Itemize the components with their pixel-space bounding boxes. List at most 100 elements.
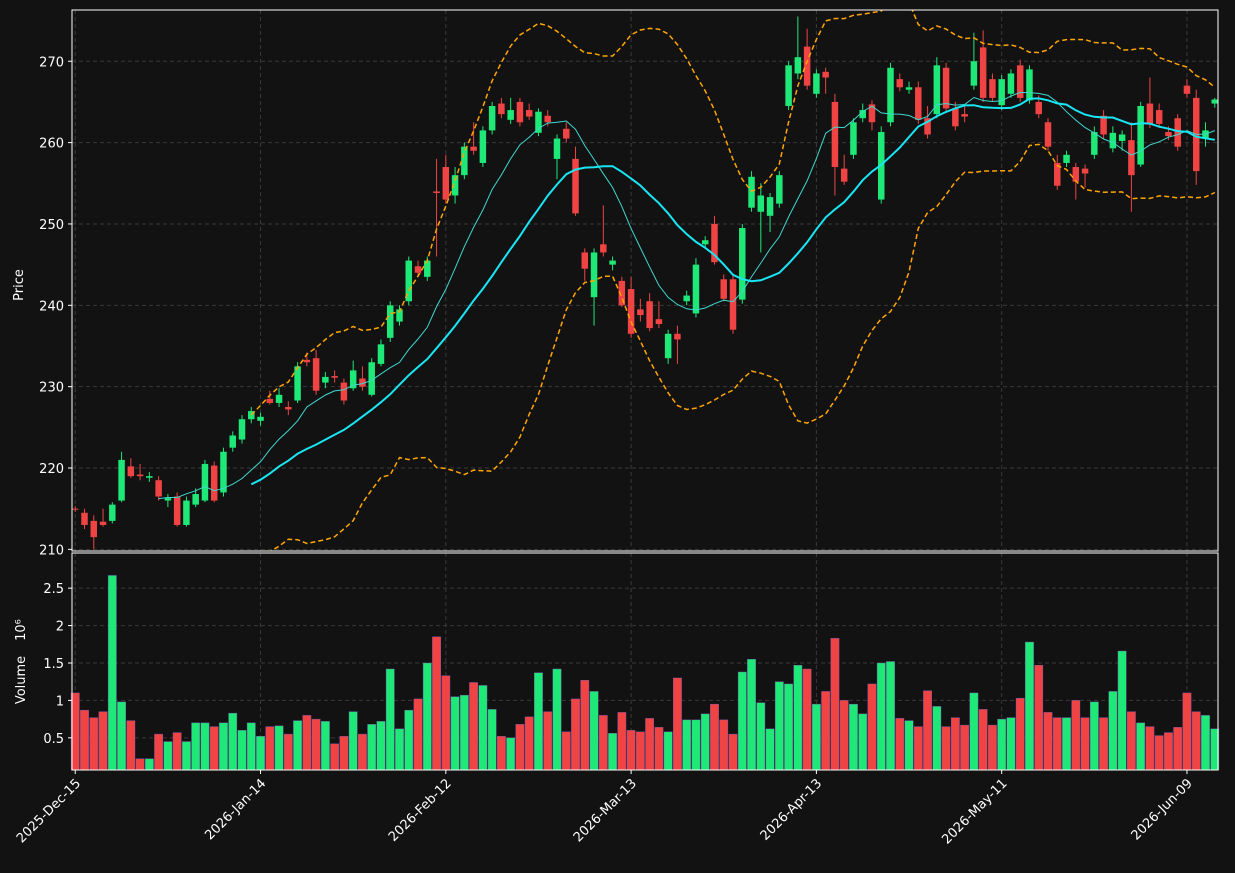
candle-body — [581, 252, 589, 269]
volume-bar — [265, 726, 275, 771]
candle-body — [127, 466, 135, 477]
candle-body — [461, 146, 468, 176]
candle-body — [303, 359, 311, 363]
candle-body — [776, 175, 783, 204]
y-tick-label: 1.5 — [43, 657, 64, 672]
volume-bar — [1043, 712, 1053, 771]
candle-body — [164, 498, 172, 501]
volume-offset: 10⁶ — [14, 619, 29, 641]
volume-bar — [626, 730, 636, 771]
moving-average — [250, 97, 1215, 486]
volume-bar — [228, 712, 238, 771]
volume-bar — [904, 720, 914, 771]
candle-body — [99, 521, 107, 525]
candle-body — [109, 504, 116, 521]
volume-bar — [589, 691, 599, 771]
candle-body — [664, 333, 672, 359]
candle-body — [600, 244, 607, 253]
y-tick-label: 230 — [39, 381, 64, 396]
candle-body — [331, 376, 338, 378]
volume-bar — [376, 721, 386, 771]
volume-bar — [311, 718, 321, 771]
volume-bar — [561, 731, 571, 771]
candle-body — [896, 79, 904, 88]
volume-bar — [747, 659, 756, 771]
candle-body — [377, 344, 385, 364]
volume-bar — [1062, 717, 1071, 771]
volume-bar — [784, 683, 793, 771]
volume-bar — [80, 709, 89, 771]
candle-body — [590, 252, 598, 298]
volume-bar — [700, 713, 710, 771]
volume-bar — [1080, 717, 1090, 771]
volume-bar — [663, 731, 673, 771]
volume-bar — [191, 722, 201, 771]
candle-body — [479, 130, 487, 163]
candle-body — [322, 376, 329, 383]
volume-bar — [450, 696, 460, 771]
volume-bar — [321, 721, 330, 771]
volume-bar — [209, 726, 219, 771]
candle-body — [609, 260, 616, 265]
volume-bar — [478, 685, 488, 771]
volume-bar — [543, 711, 553, 771]
y-tick-label: 2.5 — [43, 582, 64, 597]
y-tick-label: 250 — [39, 218, 64, 233]
candle-body — [553, 138, 561, 159]
volume-bar — [163, 741, 173, 771]
candle-body — [757, 195, 765, 212]
price-frame — [71, 9, 1219, 552]
volume-bar — [404, 709, 414, 771]
candle-body — [368, 362, 375, 395]
candle-body — [1063, 154, 1070, 163]
volume-bar — [1145, 726, 1155, 771]
volume-bar — [1154, 735, 1164, 771]
candle-body — [794, 57, 802, 74]
volume-bar — [422, 662, 432, 771]
candle-body — [683, 295, 690, 302]
volume-bar — [821, 691, 831, 771]
volume-bar — [182, 741, 191, 771]
candle-body — [803, 46, 811, 86]
volume-bar — [469, 682, 478, 771]
volume-bar — [348, 711, 358, 771]
volume-bar — [728, 733, 738, 771]
candle-body — [831, 101, 839, 168]
volume-bar — [867, 683, 877, 771]
volume-bar — [950, 717, 960, 771]
candle-body — [340, 382, 348, 401]
candle-body — [424, 260, 431, 277]
candle-body — [1174, 118, 1181, 147]
volume-bar — [330, 743, 340, 771]
volume-bar — [339, 736, 349, 771]
volume-bar — [802, 668, 812, 771]
grid — [72, 10, 1218, 770]
candle-body — [1072, 167, 1080, 182]
volume-bar — [432, 636, 441, 771]
volume-bar — [1071, 700, 1081, 771]
candle-body — [488, 105, 496, 131]
volume-bar — [876, 662, 886, 771]
volume-bar — [459, 694, 469, 771]
volume-bar — [635, 731, 645, 771]
candle-body — [887, 67, 894, 123]
volume-bar — [645, 718, 655, 771]
volume-bar — [941, 726, 951, 771]
volume-bar — [571, 698, 580, 771]
volume-bar — [617, 712, 627, 771]
volume-bar — [246, 722, 256, 771]
candle-body — [961, 114, 968, 117]
volume-bar — [756, 702, 766, 771]
volume-bar — [673, 677, 682, 771]
volume-frame — [71, 552, 1219, 771]
candle-body — [275, 394, 283, 403]
volume-bar — [923, 690, 932, 771]
volume-bar — [385, 668, 395, 771]
volume-bar — [886, 661, 895, 771]
bollinger-upper — [250, 10, 1216, 416]
volume-bar — [283, 733, 293, 771]
y-tick-label: 270 — [39, 55, 64, 70]
volume-bar — [682, 719, 692, 771]
volume-bar — [774, 681, 784, 771]
candle-body — [711, 223, 718, 263]
